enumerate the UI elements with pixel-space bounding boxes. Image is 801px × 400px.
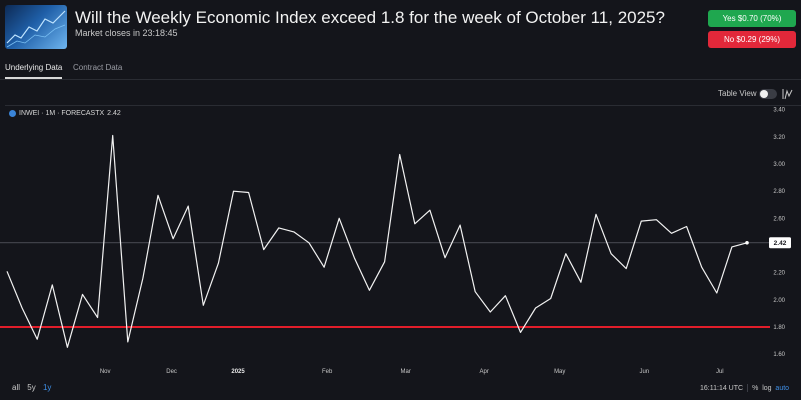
buy-yes-button[interactable]: Yes $0.70 (70%): [708, 10, 796, 27]
table-view-label: Table View: [718, 89, 757, 98]
range-5y[interactable]: 5y: [27, 383, 36, 392]
y-tick-label: 2.20: [773, 271, 785, 277]
buy-no-button[interactable]: No $0.29 (29%): [708, 31, 796, 48]
x-tick-label: 2025: [231, 369, 245, 375]
toggle-knob: [760, 90, 768, 98]
x-tick-label: Mar: [401, 369, 411, 375]
range-1y[interactable]: 1y: [42, 383, 52, 392]
y-tick-label: 3.40: [773, 108, 785, 114]
y-tick-label: 3.20: [773, 135, 785, 141]
legend-value: 2.42: [107, 110, 121, 117]
utc-time: 16:11:14 UTC: [700, 384, 744, 392]
x-tick-label: Nov: [100, 369, 111, 375]
tab-contract-data[interactable]: Contract Data: [73, 63, 123, 72]
series-line: [6, 134, 748, 348]
percent-toggle[interactable]: %: [752, 384, 759, 392]
x-tick-label: Jul: [716, 369, 724, 375]
auto-toggle[interactable]: auto: [775, 384, 790, 392]
range-all[interactable]: all: [12, 383, 21, 392]
y-tick-label: 3.00: [773, 162, 785, 168]
y-tick-label: 2.60: [773, 216, 785, 222]
x-tick-label: Dec: [166, 369, 177, 375]
chart-legend: INWEI · 1M · FORECASTX 2.42: [9, 110, 121, 117]
chart-panel: [5, 105, 801, 378]
table-view-toggle[interactable]: [759, 89, 777, 99]
last-point: [745, 240, 749, 245]
chart-type-icon[interactable]: [781, 88, 793, 100]
last-value-badge: [769, 237, 791, 249]
x-tick-label: Apr: [480, 369, 489, 375]
y-tick-label: 1.80: [773, 325, 785, 331]
active-tab-indicator: [5, 77, 62, 79]
last-value-label: 2.42: [774, 240, 787, 247]
market-thumbnail: [5, 5, 67, 49]
range-selector: all 5y 1y: [12, 383, 56, 392]
tab-underlying-data[interactable]: Underlying Data: [5, 63, 63, 72]
log-toggle[interactable]: log: [762, 384, 772, 392]
market-title: Will the Weekly Economic Index exceed 1.…: [75, 8, 665, 27]
legend-symbol: INWEI · 1M · FORECASTX: [19, 110, 105, 117]
divider: [747, 384, 749, 392]
chart-footer-controls: 16:11:14 UTC% log auto: [700, 384, 789, 392]
x-tick-label: May: [554, 369, 565, 375]
y-tick-label: 2.00: [773, 298, 785, 304]
y-tick-label: 2.80: [773, 189, 785, 195]
x-tick-label: Feb: [322, 369, 333, 375]
market-close-countdown: Market closes in 23:18:45: [75, 28, 178, 38]
data-tabs: Underlying Data Contract Data: [0, 58, 801, 80]
y-tick-label: 1.60: [773, 352, 785, 358]
x-tick-label: Jun: [639, 369, 649, 375]
market-header: Will the Weekly Economic Index exceed 1.…: [0, 0, 801, 54]
symbol-icon: [9, 110, 16, 117]
